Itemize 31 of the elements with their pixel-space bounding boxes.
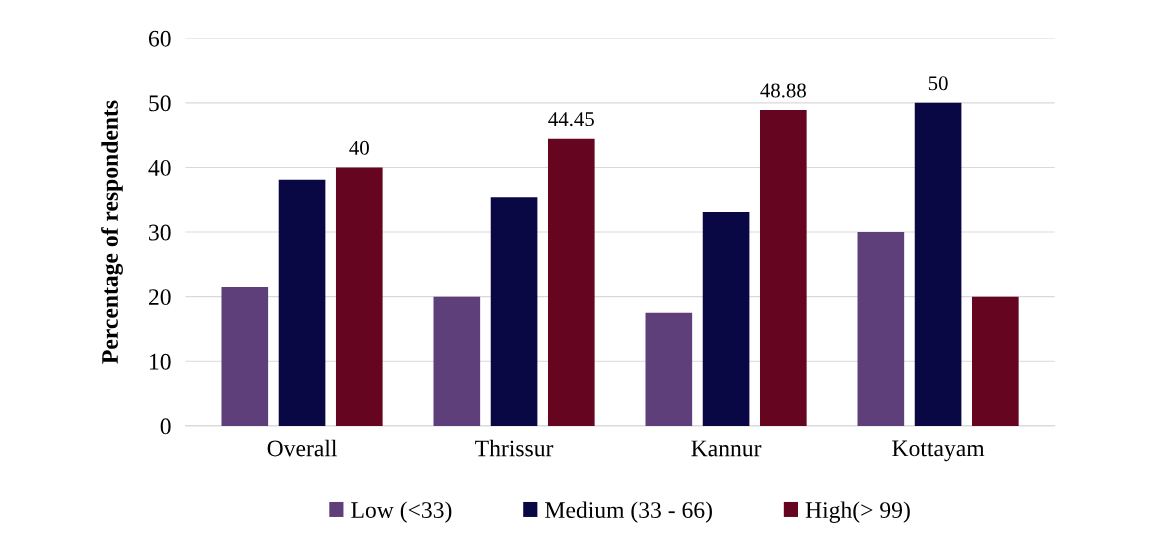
bar	[759, 110, 807, 426]
bar	[857, 232, 905, 426]
y-tick-label: 60	[148, 30, 171, 47]
y-tick-label: 20	[148, 289, 171, 306]
x-tick-label: Kannur	[691, 440, 762, 457]
bar	[335, 167, 383, 426]
bar	[972, 296, 1019, 426]
y-tick-label: 10	[150, 353, 171, 370]
y-tick-label: 30	[149, 224, 171, 241]
legend-label: Medium (33 - 66)	[545, 501, 712, 523]
bar	[433, 296, 481, 426]
data-label: 44.45	[548, 112, 594, 127]
y-tick-label: 40	[148, 159, 171, 176]
bar	[547, 138, 595, 426]
bar	[221, 286, 269, 426]
bar	[645, 312, 693, 426]
bar	[914, 102, 962, 426]
legend-label: Low (<33)	[351, 501, 452, 523]
data-label: 50	[928, 76, 948, 91]
bar	[490, 197, 538, 426]
y-axis-title: Percentage of respondents	[101, 100, 123, 364]
data-label: 48.88	[760, 83, 806, 98]
x-tick-label: Kottayam	[892, 440, 985, 462]
y-tick-label: 50	[149, 95, 171, 112]
data-label: 40	[349, 140, 369, 155]
y-tick-label: 0	[160, 418, 171, 435]
x-tick-label: Thrissur	[475, 439, 554, 457]
bar	[702, 212, 750, 426]
x-tick-label: Overall	[267, 439, 337, 457]
legend-label: High(> 99)	[805, 501, 910, 523]
bar	[278, 179, 326, 426]
